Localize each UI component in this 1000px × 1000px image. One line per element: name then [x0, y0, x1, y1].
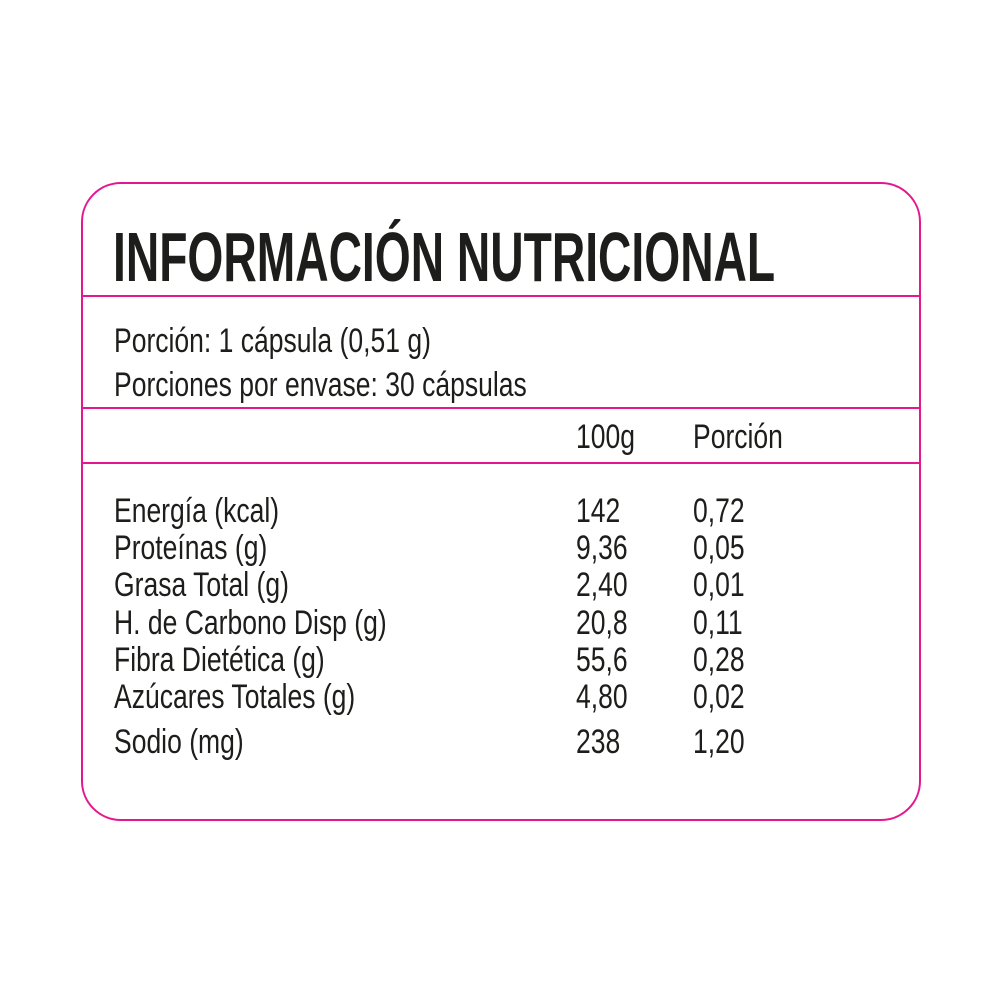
value-portion: 0,11	[693, 604, 743, 642]
value-portion: 0,02	[693, 678, 745, 716]
value-portion: 0,01	[693, 566, 745, 604]
value-portion: 0,72	[693, 492, 745, 530]
nutrient-label: Sodio (mg)	[114, 723, 244, 761]
value-100g: 238	[576, 723, 621, 761]
value-100g: 2,40	[576, 566, 628, 604]
serving-size: Porción: 1 cápsula (0,51 g)	[114, 322, 431, 360]
label-title: INFORMACIÓN NUTRICIONAL	[113, 218, 776, 296]
column-header-portion: Porción	[693, 418, 783, 456]
divider	[81, 295, 921, 297]
value-portion: 0,05	[693, 529, 745, 567]
label-border	[81, 182, 921, 821]
divider	[81, 462, 921, 464]
nutrient-label: Azúcares Totales (g)	[114, 678, 356, 716]
value-100g: 20,8	[576, 604, 628, 642]
value-100g: 9,36	[576, 529, 628, 567]
nutrient-label: Energía (kcal)	[114, 492, 280, 530]
value-portion: 0,28	[693, 641, 745, 679]
nutrient-label: H. de Carbono Disp (g)	[114, 604, 387, 642]
value-100g: 55,6	[576, 641, 628, 679]
column-header-100g: 100g	[576, 418, 635, 456]
value-100g: 142	[576, 492, 621, 530]
divider	[81, 407, 921, 409]
nutrient-label: Fibra Dietética (g)	[114, 641, 325, 679]
servings-per-container: Porciones por envase: 30 cápsulas	[114, 366, 527, 404]
nutrient-label: Grasa Total (g)	[114, 566, 289, 604]
value-100g: 4,80	[576, 678, 628, 716]
value-portion: 1,20	[693, 723, 745, 761]
nutrient-label: Proteínas (g)	[114, 529, 268, 567]
